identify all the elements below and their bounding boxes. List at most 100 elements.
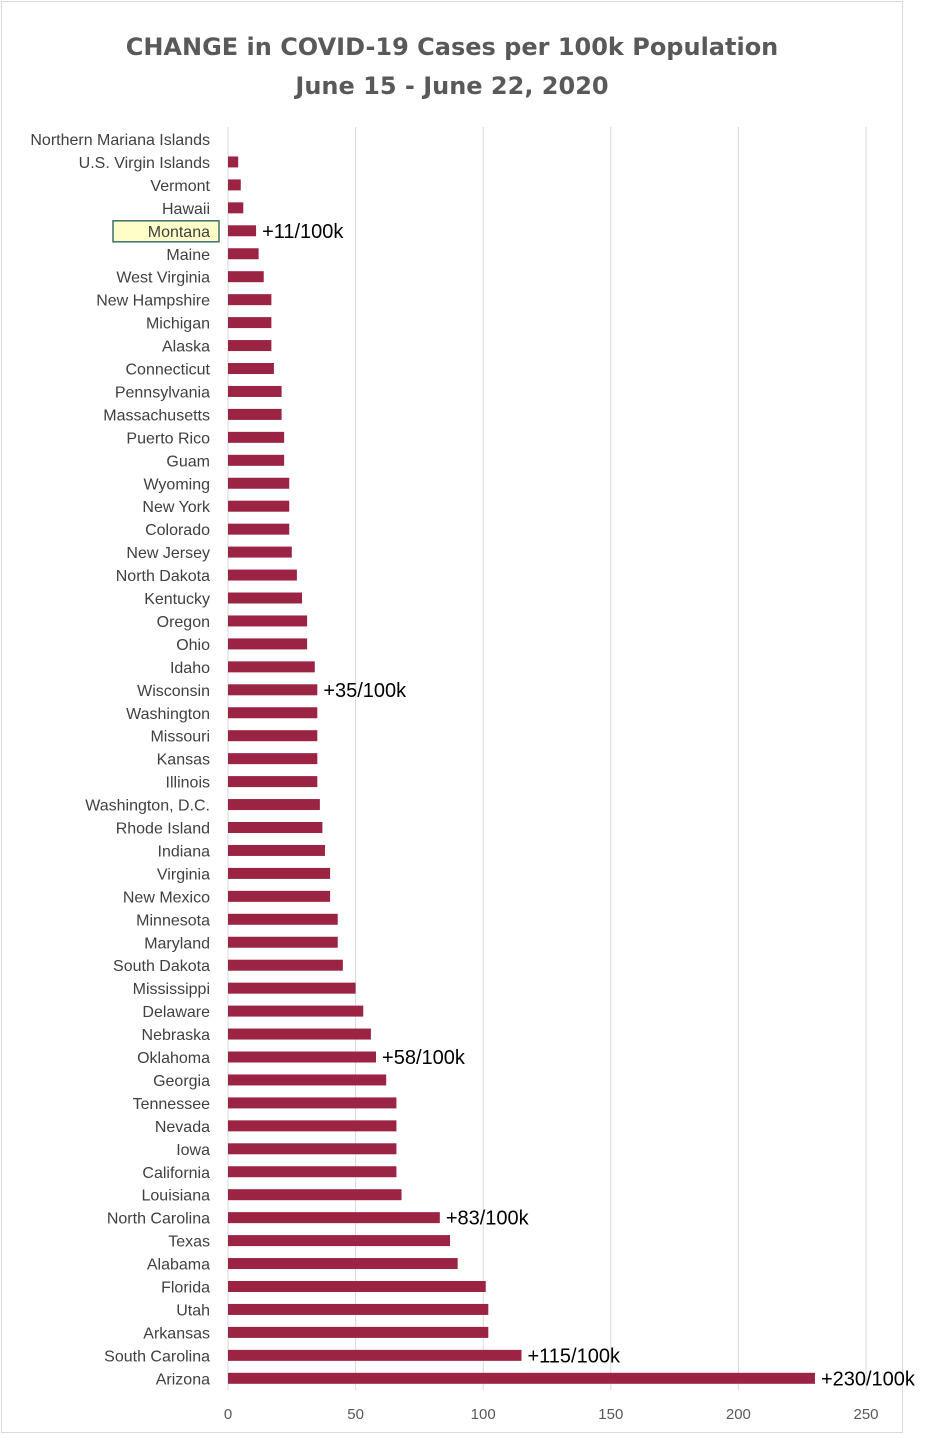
data-annotation: +230/100k <box>821 1368 916 1390</box>
bar <box>228 454 285 466</box>
category-label: Puerto Rico <box>126 430 210 447</box>
bar <box>228 913 338 925</box>
category-label: Nevada <box>155 1119 210 1136</box>
category-label: Northern Mariana Islands <box>30 132 210 149</box>
bar <box>228 1212 440 1224</box>
category-label: Alaska <box>162 339 210 356</box>
bar <box>228 1281 486 1292</box>
category-label: Louisiana <box>142 1188 211 1205</box>
bar <box>228 844 325 856</box>
bar <box>228 363 274 374</box>
bar <box>228 1005 364 1017</box>
category-label: Oklahoma <box>137 1050 210 1067</box>
category-label: Colorado <box>145 522 210 539</box>
category-label: Washington <box>126 706 210 723</box>
bar <box>228 1372 815 1384</box>
x-tick-label: 50 <box>347 1406 364 1423</box>
bar <box>228 408 282 420</box>
bar <box>228 225 257 237</box>
bar <box>228 707 318 719</box>
bar <box>228 569 297 581</box>
data-annotation: +58/100k <box>382 1047 466 1069</box>
category-label: South Dakota <box>113 958 210 975</box>
category-label: Michigan <box>146 316 210 333</box>
category-label: Idaho <box>170 660 210 677</box>
category-label: Guam <box>166 453 210 470</box>
bar <box>228 799 320 811</box>
bar <box>228 822 323 833</box>
x-tick-label: 100 <box>471 1406 496 1423</box>
bar <box>228 982 356 994</box>
category-label: Kansas <box>157 752 210 769</box>
category-label: Maryland <box>144 935 210 952</box>
bar <box>228 500 290 512</box>
bar <box>228 615 308 627</box>
data-annotation: +35/100k <box>323 680 407 702</box>
category-label: New Jersey <box>126 545 210 562</box>
category-label: Maine <box>166 247 210 264</box>
category-label: Minnesota <box>136 912 210 929</box>
bar <box>228 592 303 604</box>
bar <box>228 1051 377 1063</box>
highlight-layer <box>112 220 220 243</box>
data-annotation: +83/100k <box>446 1208 530 1230</box>
bar <box>228 1028 371 1040</box>
bar <box>228 1326 489 1338</box>
bar <box>228 936 338 948</box>
category-label: North Carolina <box>107 1211 210 1228</box>
category-label: New Hampshire <box>96 293 210 310</box>
category-label: Missouri <box>150 729 210 746</box>
x-tick-label: 250 <box>853 1406 878 1423</box>
x-tick-label: 0 <box>224 1406 232 1423</box>
category-label: Vermont <box>150 178 210 195</box>
category-label: U.S. Virgin Islands <box>79 155 210 172</box>
bar <box>228 1143 397 1155</box>
highlight-box <box>112 220 220 243</box>
category-label: Ohio <box>176 637 210 654</box>
x-tick-label: 200 <box>726 1406 751 1423</box>
bar <box>228 776 318 788</box>
bar <box>228 1258 458 1270</box>
category-label: Connecticut <box>126 362 211 379</box>
category-label: Mississippi <box>133 981 210 998</box>
category-label: Washington, D.C. <box>85 798 210 815</box>
category-label: Delaware <box>142 1004 210 1021</box>
category-label: Texas <box>168 1234 210 1251</box>
category-label: Tennessee <box>133 1096 210 1113</box>
bar <box>228 431 285 443</box>
category-label: Arkansas <box>143 1325 210 1342</box>
bar <box>228 317 272 329</box>
category-label: Utah <box>176 1302 210 1319</box>
bar <box>228 1235 451 1247</box>
annotations: +11/100k +35/100k +58/100k +83/100k +115/100… <box>262 221 916 1391</box>
data-annotation: +11/100k <box>262 221 344 243</box>
bar <box>228 1349 522 1361</box>
category-label: Wisconsin <box>137 683 210 700</box>
category-label: Nebraska <box>142 1027 211 1044</box>
bar <box>228 867 331 879</box>
category-label: West Virginia <box>116 270 210 287</box>
category-label: Georgia <box>153 1073 210 1090</box>
bar <box>228 661 315 673</box>
category-label: Rhode Island <box>116 821 210 838</box>
category-label: Alabama <box>147 1257 210 1274</box>
bars <box>228 156 815 1384</box>
bar <box>228 523 290 535</box>
category-label: California <box>142 1165 210 1182</box>
bar <box>228 684 318 696</box>
category-label: Massachusetts <box>103 407 210 424</box>
category-label: Oregon <box>157 614 210 631</box>
bar <box>228 248 259 260</box>
bar <box>228 1120 397 1132</box>
bar <box>228 294 272 306</box>
category-label: Kentucky <box>144 591 210 608</box>
chart-subtitle: June 15 - June 22, 2020 <box>293 72 608 100</box>
category-label: Virginia <box>157 866 210 883</box>
bar <box>228 271 264 283</box>
category-label: Montana <box>148 224 210 241</box>
chart-title: CHANGE in COVID-19 Cases per 100k Popula… <box>126 33 779 61</box>
category-label: Florida <box>161 1280 210 1297</box>
category-label: Wyoming <box>143 476 210 493</box>
category-label: Pennsylvania <box>115 384 210 401</box>
